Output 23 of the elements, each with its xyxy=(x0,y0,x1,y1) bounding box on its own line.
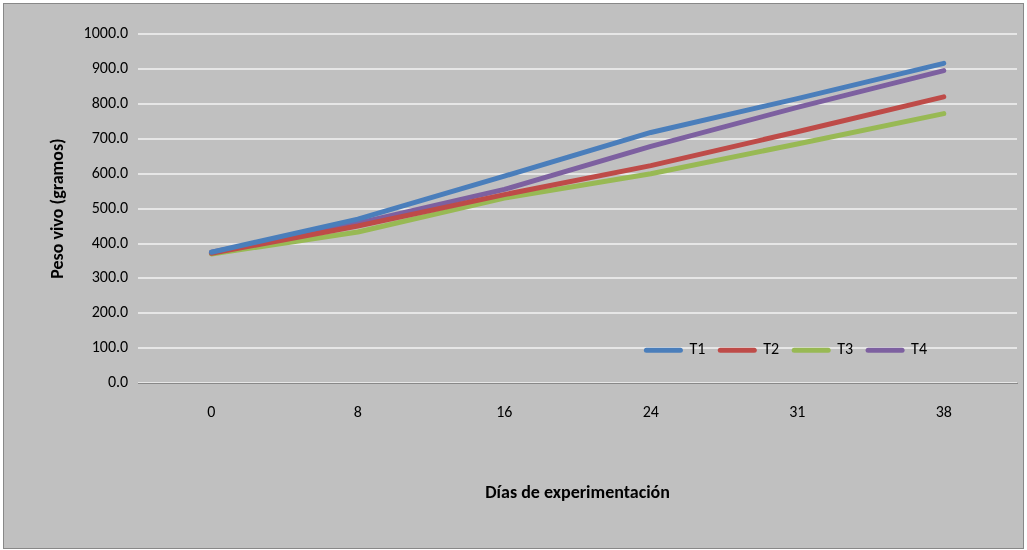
legend-label: T2 xyxy=(763,339,780,359)
y-tick-label: 0.0 xyxy=(107,372,129,392)
y-axis-title: Peso vivo (gramos) xyxy=(46,138,69,279)
x-axis-title: Días de experimentación xyxy=(485,480,670,503)
y-tick-label: 300.0 xyxy=(91,267,129,287)
y-tick-label: 600.0 xyxy=(91,162,129,182)
y-tick-label: 100.0 xyxy=(91,337,129,357)
x-tick-label: 8 xyxy=(353,401,362,421)
x-tick-label: 16 xyxy=(496,401,513,421)
x-tick-label: 38 xyxy=(935,401,952,421)
x-tick-label: 24 xyxy=(642,401,659,421)
y-tick-label: 1000.0 xyxy=(83,23,129,42)
y-tick-label: 500.0 xyxy=(91,197,129,217)
y-tick-label: 700.0 xyxy=(91,127,129,147)
x-tick-label: 31 xyxy=(789,401,806,421)
y-tick-label: 200.0 xyxy=(91,302,129,322)
y-tick-label: 900.0 xyxy=(91,57,129,77)
y-tick-label: 800.0 xyxy=(91,92,129,112)
y-tick-label: 400.0 xyxy=(91,232,129,252)
legend-label: T1 xyxy=(689,339,706,359)
legend-label: T4 xyxy=(911,339,927,359)
x-tick-label: 0 xyxy=(207,401,216,421)
legend-label: T3 xyxy=(837,339,854,359)
